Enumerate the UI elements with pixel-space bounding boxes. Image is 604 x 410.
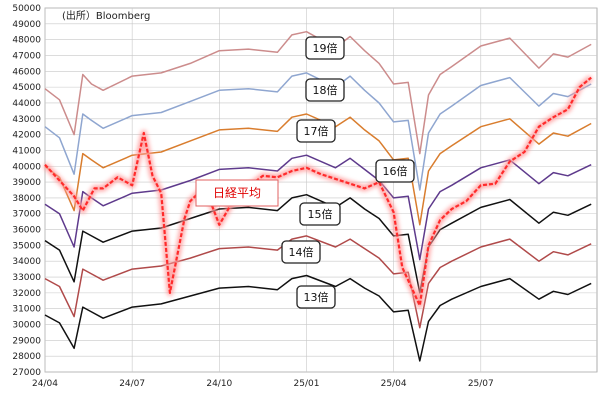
x-tick-label: 24/07: [119, 379, 145, 389]
y-tick-label: 39000: [12, 178, 41, 188]
multiple-label: 17倍: [304, 124, 329, 138]
y-tick-label: 47000: [12, 51, 41, 61]
y-tick-label: 48000: [12, 36, 41, 46]
multiple-label: 19倍: [313, 41, 338, 55]
multiple-label: 14倍: [289, 245, 314, 259]
series-line: [44, 274, 592, 362]
series-layer: [42, 30, 594, 362]
label-layer: 19倍 18倍 17倍 16倍 15倍 14倍 13倍 日経平均: [195, 36, 415, 309]
plot-frame: [44, 7, 598, 373]
multiple-label-box: [296, 285, 336, 309]
y-tick-label: 42000: [12, 131, 41, 141]
nikkei-label-box: [195, 179, 279, 207]
y-tick-label: 27000: [12, 368, 41, 378]
multiple-label-box: [296, 119, 336, 143]
y-tick-label: 43000: [12, 115, 41, 125]
y-tick-label: 40000: [12, 162, 41, 172]
x-tick-label: 24/10: [206, 379, 232, 389]
multiple-label-box: [299, 202, 341, 226]
y-tick-label: 45000: [12, 83, 41, 93]
axis-layer: 27000 28000 29000 30000 31000 32000 33000 34000…: [12, 4, 493, 389]
y-tick-label: 33000: [12, 273, 41, 283]
series-line: [44, 113, 592, 226]
y-tick-label: 44000: [12, 99, 41, 109]
y-tick-label: 31000: [12, 305, 41, 315]
multiple-label: 15倍: [308, 207, 333, 221]
y-tick-label: 34000: [12, 257, 41, 267]
y-tick-label: 36000: [12, 226, 41, 236]
multiple-label: 13倍: [304, 290, 329, 304]
y-tick-label: 35000: [12, 241, 41, 251]
multiple-label-box: [305, 78, 345, 102]
grid-layer: [44, 7, 598, 373]
series-line: [44, 235, 592, 329]
y-tick-label: 37000: [12, 210, 41, 220]
series-line: [44, 154, 592, 261]
source-label: (出所）Bloomberg: [62, 9, 150, 22]
multiple-label: 16倍: [383, 164, 408, 178]
x-tick-label: 25/07: [468, 379, 494, 389]
multiple-label-box: [281, 240, 321, 264]
multiple-label: 18倍: [313, 83, 338, 97]
multiple-label-box: [305, 36, 345, 60]
y-tick-label: 29000: [12, 336, 41, 346]
y-tick-label: 50000: [12, 4, 41, 14]
x-tick-label: 25/01: [294, 379, 320, 389]
series-line: [44, 193, 592, 294]
series-line-nikkei: [44, 76, 592, 307]
y-tick-label: 41000: [12, 146, 41, 156]
multiple-label-box: [375, 159, 415, 183]
y-tick-label: 32000: [12, 289, 41, 299]
y-tick-label: 30000: [12, 321, 41, 331]
y-tick-label: 46000: [12, 67, 41, 77]
nikkei-label: 日経平均: [213, 186, 261, 200]
y-tick-label: 38000: [12, 194, 41, 204]
y-tick-label: 28000: [12, 352, 41, 362]
y-tick-label: 49000: [12, 20, 41, 30]
x-tick-label: 25/04: [381, 379, 407, 389]
x-tick-label: 24/04: [32, 379, 58, 389]
